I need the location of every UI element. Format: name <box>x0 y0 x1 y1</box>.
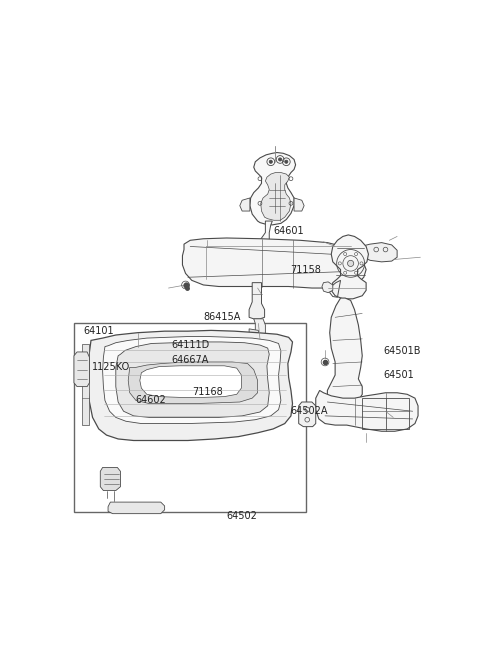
Polygon shape <box>88 330 292 441</box>
Polygon shape <box>140 365 241 398</box>
Polygon shape <box>240 198 250 211</box>
Circle shape <box>348 260 354 267</box>
Polygon shape <box>331 235 369 299</box>
Text: 1125KO: 1125KO <box>92 362 130 372</box>
Polygon shape <box>250 153 296 225</box>
Polygon shape <box>182 238 366 288</box>
Text: 64602: 64602 <box>135 396 166 405</box>
Polygon shape <box>299 402 316 426</box>
Text: 64502A: 64502A <box>290 407 328 417</box>
Polygon shape <box>254 319 265 337</box>
Polygon shape <box>294 198 304 211</box>
Polygon shape <box>322 282 333 293</box>
Polygon shape <box>103 337 281 424</box>
Polygon shape <box>128 362 258 403</box>
Text: 64111D: 64111D <box>172 340 210 350</box>
Polygon shape <box>258 221 273 263</box>
Polygon shape <box>108 502 165 514</box>
Circle shape <box>269 160 272 163</box>
Text: 64101: 64101 <box>83 326 114 336</box>
Polygon shape <box>74 352 89 386</box>
Polygon shape <box>249 329 258 342</box>
Bar <box>74 324 306 512</box>
Text: 64667A: 64667A <box>172 355 209 365</box>
Text: 86415A: 86415A <box>203 312 240 322</box>
Text: 64501: 64501 <box>384 369 414 380</box>
Polygon shape <box>327 298 362 402</box>
Text: 64601: 64601 <box>274 226 304 236</box>
Text: 64501B: 64501B <box>384 346 421 356</box>
Text: 71168: 71168 <box>192 387 223 398</box>
Polygon shape <box>82 345 89 425</box>
Text: 71158: 71158 <box>290 265 321 275</box>
Polygon shape <box>360 242 397 262</box>
Bar <box>362 398 409 429</box>
Polygon shape <box>249 283 264 319</box>
Text: 64502: 64502 <box>227 512 258 521</box>
Polygon shape <box>261 172 291 220</box>
Circle shape <box>285 160 288 163</box>
Circle shape <box>278 158 282 161</box>
Polygon shape <box>100 468 120 491</box>
Polygon shape <box>316 390 418 431</box>
Polygon shape <box>116 342 269 417</box>
